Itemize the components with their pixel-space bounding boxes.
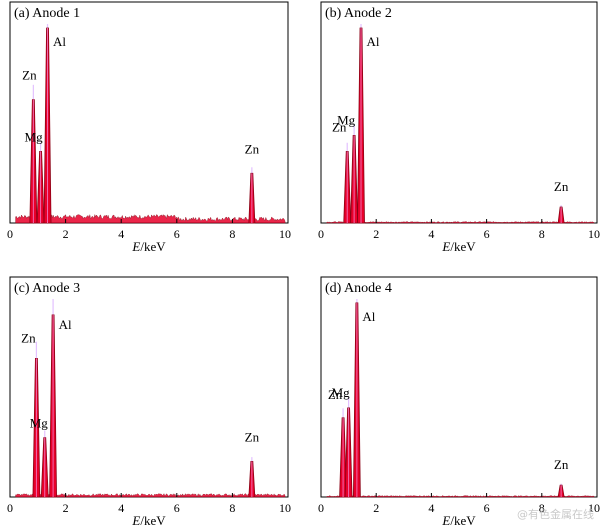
- peak-label-zn: Zn: [245, 429, 260, 444]
- x-tick-label: 0: [7, 501, 13, 515]
- x-tick-label: 4: [118, 501, 124, 515]
- x-axis-label-symbol: E: [441, 513, 450, 525]
- x-tick-label: 2: [373, 227, 379, 241]
- peak-label-mg: Mg: [337, 112, 356, 127]
- x-tick-label: 10: [279, 501, 291, 515]
- panel-title: (a) Anode 1: [14, 6, 80, 21]
- x-tick-label: 2: [63, 501, 69, 515]
- x-tick-label: 0: [318, 501, 324, 515]
- peak-label-zn: Zn: [21, 330, 36, 345]
- x-tick-label: 6: [174, 501, 180, 515]
- x-tick-label: 8: [229, 227, 235, 241]
- x-axis-label: E/keV: [441, 239, 476, 254]
- x-tick-label: 2: [373, 501, 379, 515]
- x-tick-label: 8: [539, 501, 545, 515]
- x-tick-label: 10: [279, 227, 291, 241]
- x-tick-label: 4: [428, 501, 434, 515]
- x-tick-label: 8: [539, 227, 545, 241]
- panel-title: (d) Anode 4: [325, 281, 392, 296]
- chart-panel-1: Zn Mg Al Zn 0 2 4 6 8 10 E/keV (a) Anode 1: [7, 1, 291, 254]
- peak-label-zn: Zn: [22, 68, 37, 83]
- peak-label-al: Al: [53, 34, 66, 49]
- x-tick-label: 8: [229, 501, 235, 515]
- spectrum-background: [326, 495, 595, 498]
- peak-label-mg: Mg: [25, 129, 44, 144]
- x-axis-label-unit: /keV: [140, 239, 166, 254]
- plot-frame: [9, 1, 289, 224]
- peak-label-al: Al: [59, 317, 72, 332]
- x-tick-label: 4: [118, 227, 124, 241]
- x-axis-label-unit: /keV: [450, 513, 476, 525]
- x-axis-label-symbol: E: [131, 239, 140, 254]
- x-tick-label: 6: [174, 227, 180, 241]
- peak-label-mg: Mg: [30, 416, 49, 431]
- x-axis-label: E/keV: [441, 513, 476, 525]
- peak-label-zn: Zn: [245, 141, 260, 156]
- peak-label-al: Al: [362, 309, 375, 324]
- x-tick-label: 0: [318, 227, 324, 241]
- watermark-text: @有色金属在线: [517, 508, 594, 521]
- peak-label-zn: Zn: [554, 457, 569, 472]
- peak-label-mg: Mg: [332, 385, 351, 400]
- x-axis-label-unit: /keV: [140, 513, 166, 525]
- peak-label-zn: Zn: [328, 387, 343, 402]
- spectrum-background: [15, 213, 286, 224]
- spectrum-background: [15, 493, 286, 498]
- x-tick-label: 6: [484, 227, 490, 241]
- x-tick-label: 10: [588, 501, 600, 515]
- x-axis-label: E/keV: [131, 239, 166, 254]
- x-axis-label-unit: /keV: [450, 239, 476, 254]
- spectrum-background: [326, 221, 595, 224]
- x-tick-label: 4: [428, 227, 434, 241]
- x-tick-label: 0: [7, 227, 13, 241]
- peak-label-zn: Zn: [332, 119, 347, 134]
- x-tick-label: 10: [588, 227, 600, 241]
- x-axis-label: E/keV: [131, 513, 166, 525]
- x-tick-label: 6: [484, 501, 490, 515]
- panel-title: (b) Anode 2: [325, 6, 392, 21]
- x-axis-label-symbol: E: [441, 239, 450, 254]
- x-tick-label: 2: [63, 227, 69, 241]
- panel-title: (c) Anode 3: [14, 281, 80, 296]
- peak-label-zn: Zn: [554, 179, 569, 194]
- x-axis-label-symbol: E: [131, 513, 140, 525]
- chart-panel-3: Zn Mg Al Zn 0 2 4 6 8 10 E/keV (c) Anode 3: [7, 276, 291, 525]
- peak-label-al: Al: [367, 34, 380, 49]
